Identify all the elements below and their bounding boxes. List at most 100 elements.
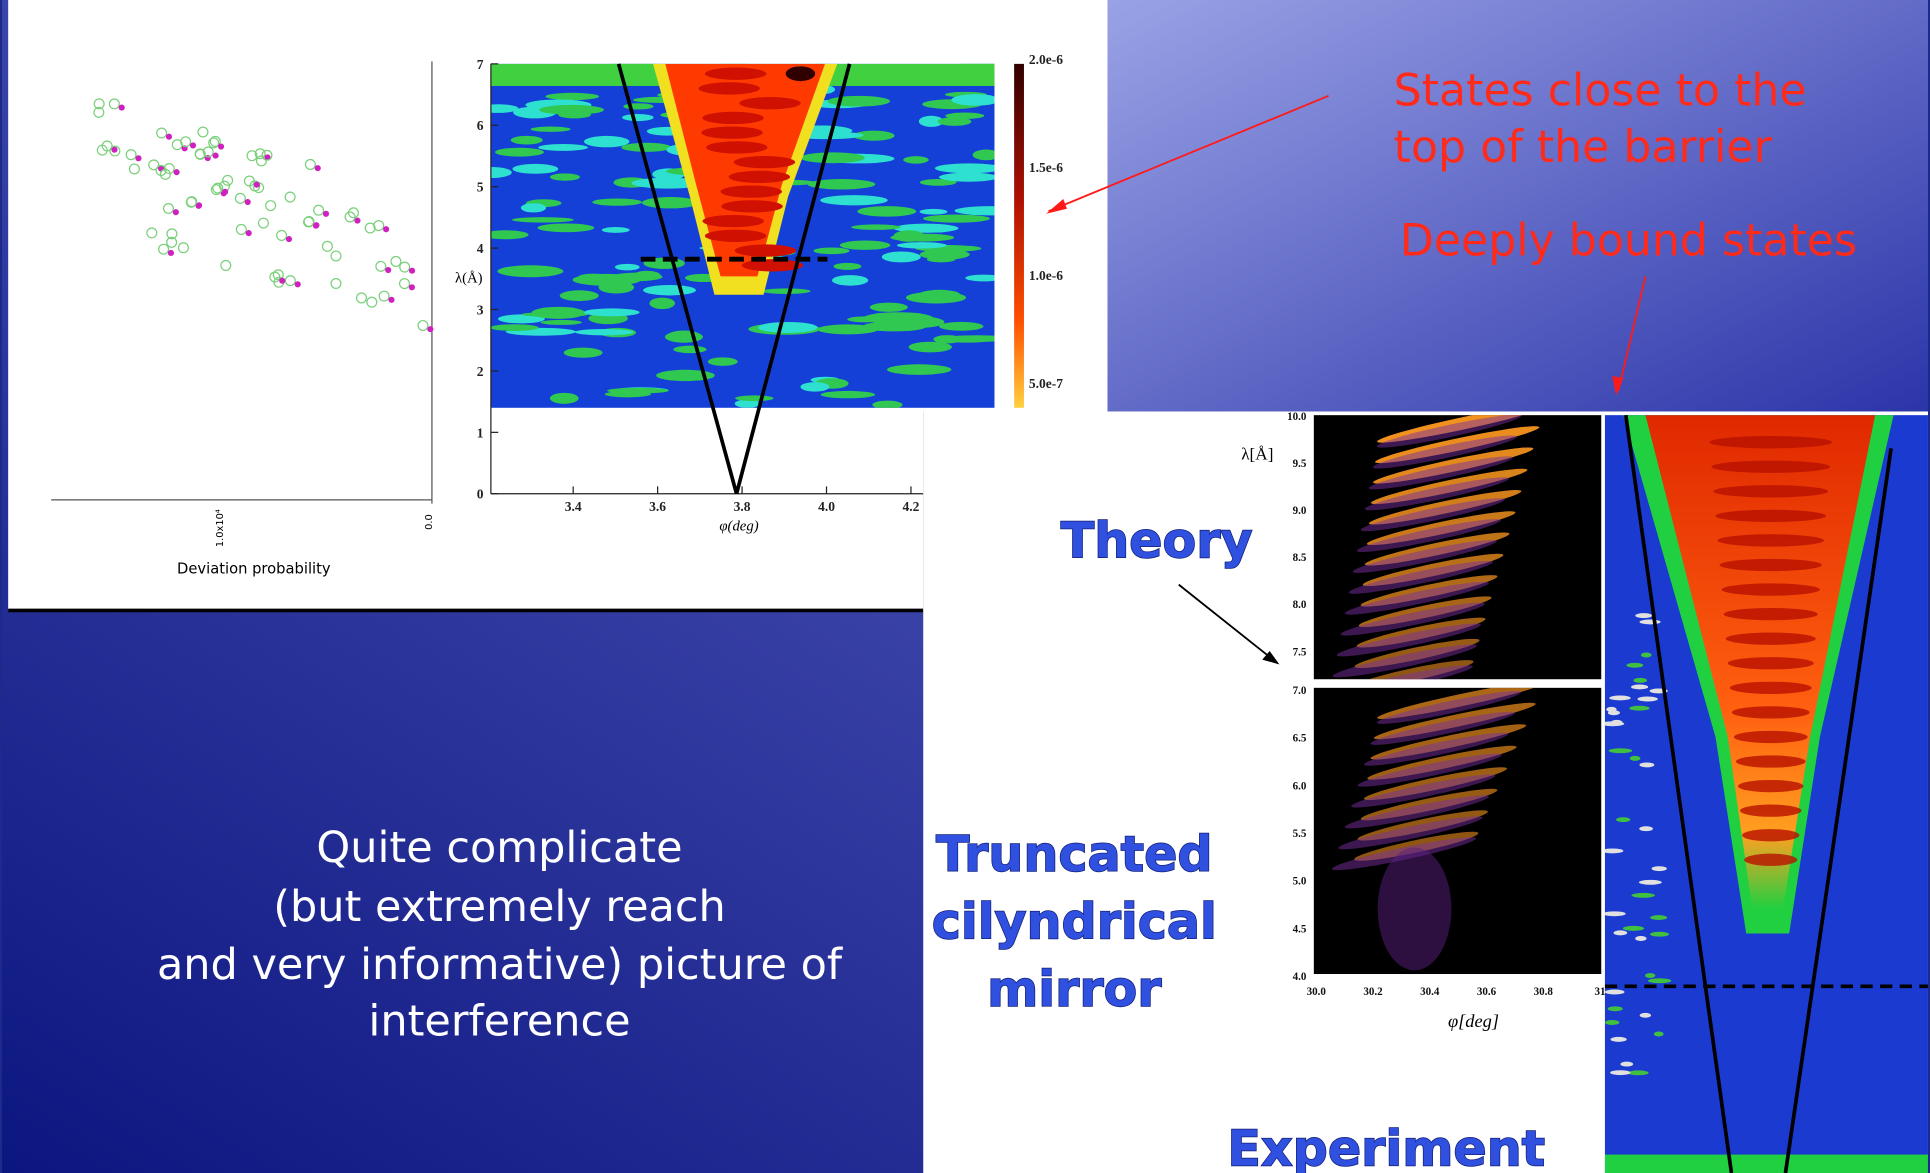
stripe — [1738, 780, 1804, 792]
heat-blob — [575, 329, 634, 335]
x-tick-label: 3.6 — [649, 499, 666, 514]
heat-blob — [622, 114, 653, 121]
speck — [1616, 817, 1630, 822]
annotation: States close to the — [1394, 66, 1807, 117]
heat-blob — [497, 265, 563, 277]
colorbar-label: 2.0e-6 — [1029, 52, 1063, 67]
heat-core — [706, 141, 767, 153]
heat-blob — [512, 217, 574, 222]
heat-blob — [531, 127, 571, 132]
speck — [1648, 978, 1671, 983]
x-tick-label: 30.6 — [1477, 986, 1497, 998]
speck — [1630, 756, 1641, 761]
speck — [1609, 748, 1633, 753]
heat-blob — [897, 242, 947, 248]
y-tick-label: 4.5 — [1293, 923, 1307, 935]
heat-blob — [495, 148, 544, 157]
stripe — [1736, 755, 1806, 767]
heat-blob — [599, 281, 635, 293]
scatter-point — [295, 281, 301, 287]
heat-blob — [512, 164, 558, 174]
heat-blob — [933, 335, 961, 343]
heat-peak — [786, 66, 815, 81]
speck — [1631, 893, 1654, 898]
stripe — [1715, 510, 1826, 522]
heat-blob — [906, 292, 966, 304]
heat-core — [739, 97, 800, 109]
heat-blob — [615, 264, 640, 271]
scatter-point — [354, 218, 360, 224]
stripe — [1732, 706, 1810, 718]
speck — [1650, 915, 1667, 920]
speck — [1628, 1070, 1649, 1075]
x-tick-label: 3.8 — [734, 499, 751, 514]
heat-blob — [735, 395, 774, 401]
scatter-point — [218, 143, 224, 149]
heat-blob — [564, 348, 603, 358]
speck — [1610, 1070, 1630, 1075]
heat-blob — [490, 324, 539, 331]
scatter-point — [286, 236, 292, 242]
heat-blob — [511, 136, 543, 145]
stripe — [1734, 731, 1808, 743]
scatter-point — [427, 326, 433, 332]
y-tick-label: 7.5 — [1293, 646, 1307, 658]
speck — [1635, 613, 1652, 618]
heat-blob — [605, 391, 651, 397]
body-text: (but extremely reach — [273, 882, 726, 932]
heat-blob — [857, 206, 916, 217]
y-tick-label: 4.0 — [1293, 971, 1307, 983]
colorbar — [1014, 64, 1024, 408]
heat-core — [702, 112, 763, 124]
heat-blob — [642, 197, 699, 208]
y-tick-label: 5.5 — [1293, 828, 1307, 840]
heat-blob — [532, 307, 585, 319]
scatter-point — [383, 226, 389, 232]
scatter-point — [409, 284, 415, 290]
x-tick-label: 30.2 — [1363, 986, 1383, 998]
speck — [1640, 1013, 1651, 1018]
x-tick-label: 4.2 — [903, 499, 920, 514]
heat-blob — [800, 382, 829, 392]
colorbar-label: 5.0e-7 — [1029, 376, 1063, 391]
heat-core — [699, 82, 760, 94]
heat-blob — [801, 152, 865, 163]
y-tick-label: 9.0 — [1293, 505, 1307, 517]
y-axis-label: λ[Å] — [1241, 444, 1273, 463]
heat-blob — [758, 322, 817, 333]
x-tick-label: 30.4 — [1420, 986, 1440, 998]
y-tick-label: 9.5 — [1293, 458, 1307, 470]
scatter-point — [279, 278, 285, 284]
heat-blob — [550, 173, 580, 180]
y-tick-label: 1 — [477, 425, 484, 440]
heat-blob — [870, 303, 908, 312]
scatter-point — [173, 209, 179, 215]
heat-core — [734, 156, 795, 168]
speck — [1639, 619, 1660, 624]
heat-blob — [847, 316, 882, 322]
heat-blob — [578, 274, 608, 281]
scatter-point — [246, 230, 252, 236]
x-tick-label: 30.8 — [1534, 986, 1554, 998]
heat-blob — [939, 173, 998, 182]
scatter-point — [222, 189, 228, 195]
heat-blob — [813, 247, 849, 254]
speck — [1641, 653, 1652, 658]
speck — [1605, 990, 1625, 995]
speck — [1637, 697, 1657, 702]
x-tick-label: 30.0 — [1307, 986, 1327, 998]
heat-core — [721, 185, 782, 197]
side-label: Deviation probability — [177, 561, 331, 578]
heat-blob — [545, 93, 599, 100]
streak-glow — [1378, 848, 1452, 971]
speck — [1605, 1020, 1619, 1025]
heat-core — [729, 171, 790, 183]
mirror-label: Truncated — [936, 825, 1213, 883]
y-tick-label: 6.0 — [1293, 780, 1307, 792]
annotation: Deeply bound states — [1400, 215, 1857, 266]
y-tick-label: 7 — [477, 57, 484, 72]
scatter-point — [315, 165, 321, 171]
heat-blob — [621, 143, 671, 152]
speck — [1614, 930, 1628, 935]
y-tick-label: 6 — [477, 118, 484, 133]
